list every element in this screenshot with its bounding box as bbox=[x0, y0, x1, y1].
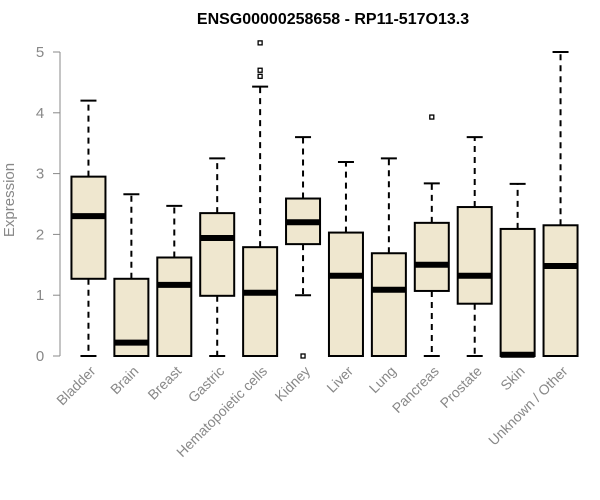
y-tick-label-3: 3 bbox=[36, 166, 44, 183]
x-tick-label-2: Breast bbox=[144, 363, 184, 403]
y-tick-label-0: 0 bbox=[36, 348, 44, 365]
box-unknown-other bbox=[542, 51, 579, 357]
iqr-box bbox=[370, 252, 407, 357]
chart-title: ENSG00000258658 - RP11-517O13.3 bbox=[197, 11, 469, 28]
box-liver bbox=[327, 161, 364, 358]
box-bladder bbox=[70, 99, 107, 357]
iqr-box bbox=[242, 246, 279, 357]
outlier-point-2 bbox=[257, 40, 263, 46]
iqr-box bbox=[70, 175, 107, 280]
boxes bbox=[70, 40, 579, 359]
box-hematopoietic-cells bbox=[242, 40, 279, 357]
outlier-point-1 bbox=[257, 67, 263, 73]
x-tick-label-5: Kidney bbox=[272, 363, 314, 405]
iqr-box bbox=[413, 221, 450, 292]
y-axis-label: Expression bbox=[1, 163, 18, 237]
iqr-box bbox=[456, 206, 493, 305]
x-tick-label-11: Unknown / Other bbox=[485, 363, 571, 449]
box-kidney bbox=[285, 136, 322, 359]
box-pancreas bbox=[413, 114, 450, 357]
box-prostate bbox=[456, 136, 493, 357]
y-tick-label-2: 2 bbox=[36, 226, 44, 243]
x-tick-label-10: Skin bbox=[497, 363, 528, 394]
box-brain bbox=[113, 193, 150, 357]
box-lung bbox=[370, 157, 407, 357]
y-tick-label-4: 4 bbox=[36, 105, 44, 122]
x-tick-label-9: Prostate bbox=[437, 363, 485, 411]
box-skin bbox=[499, 182, 536, 358]
outlier-point-0 bbox=[257, 73, 263, 79]
outlier-point-0 bbox=[300, 353, 306, 359]
y-tick-label-5: 5 bbox=[36, 44, 44, 61]
box-breast bbox=[156, 204, 193, 357]
y-axis: 0 1 2 3 4 5 bbox=[36, 44, 61, 365]
x-tick-label-6: Liver bbox=[323, 363, 356, 396]
x-tick-label-8: Pancreas bbox=[389, 363, 442, 416]
iqr-box bbox=[199, 212, 236, 297]
iqr-box bbox=[156, 256, 193, 357]
x-tick-label-1: Brain bbox=[107, 363, 141, 397]
iqr-box bbox=[327, 231, 364, 358]
box-gastric bbox=[199, 157, 236, 357]
iqr-box bbox=[542, 224, 579, 357]
x-tick-label-0: Bladder bbox=[53, 363, 99, 409]
y-tick-label-1: 1 bbox=[36, 287, 44, 304]
iqr-box bbox=[499, 227, 536, 357]
outlier-point-0 bbox=[429, 114, 435, 120]
x-tick-label-7: Lung bbox=[366, 363, 399, 396]
x-tick-label-3: Gastric bbox=[185, 363, 228, 406]
